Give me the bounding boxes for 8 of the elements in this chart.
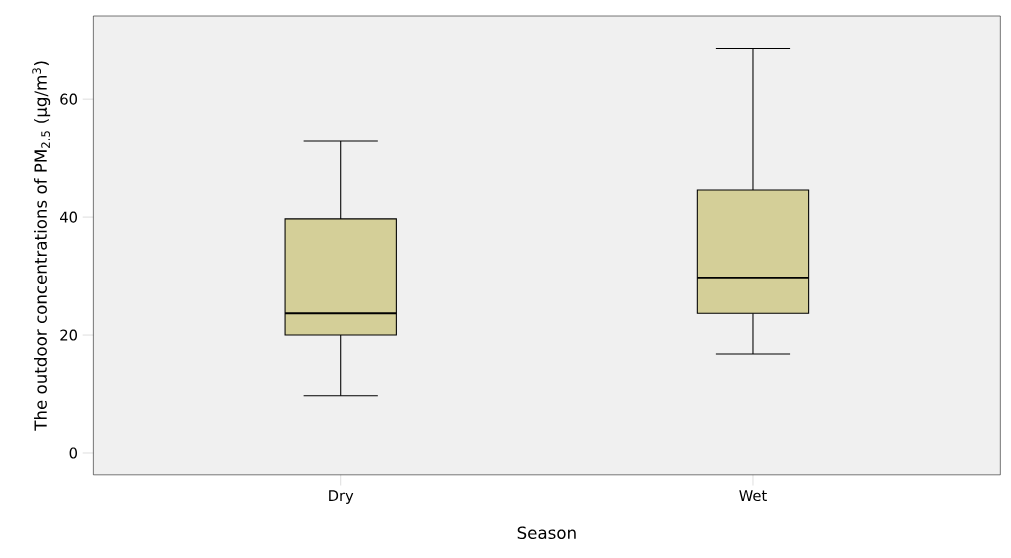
y-tick-label: 60 xyxy=(60,93,77,105)
y-axis-title: The outdoor concentrations of PM$_{2.5}$ (μg/m$^{3}$) xyxy=(32,61,51,432)
y-tick-label: 20 xyxy=(60,329,77,341)
y-tick-label: 0 xyxy=(69,447,77,459)
x-tick-label: Dry xyxy=(329,490,354,505)
x-axis-title: Season xyxy=(517,526,576,540)
y-tick-label: 40 xyxy=(60,211,77,223)
x-tick-label: Wet xyxy=(739,490,767,502)
